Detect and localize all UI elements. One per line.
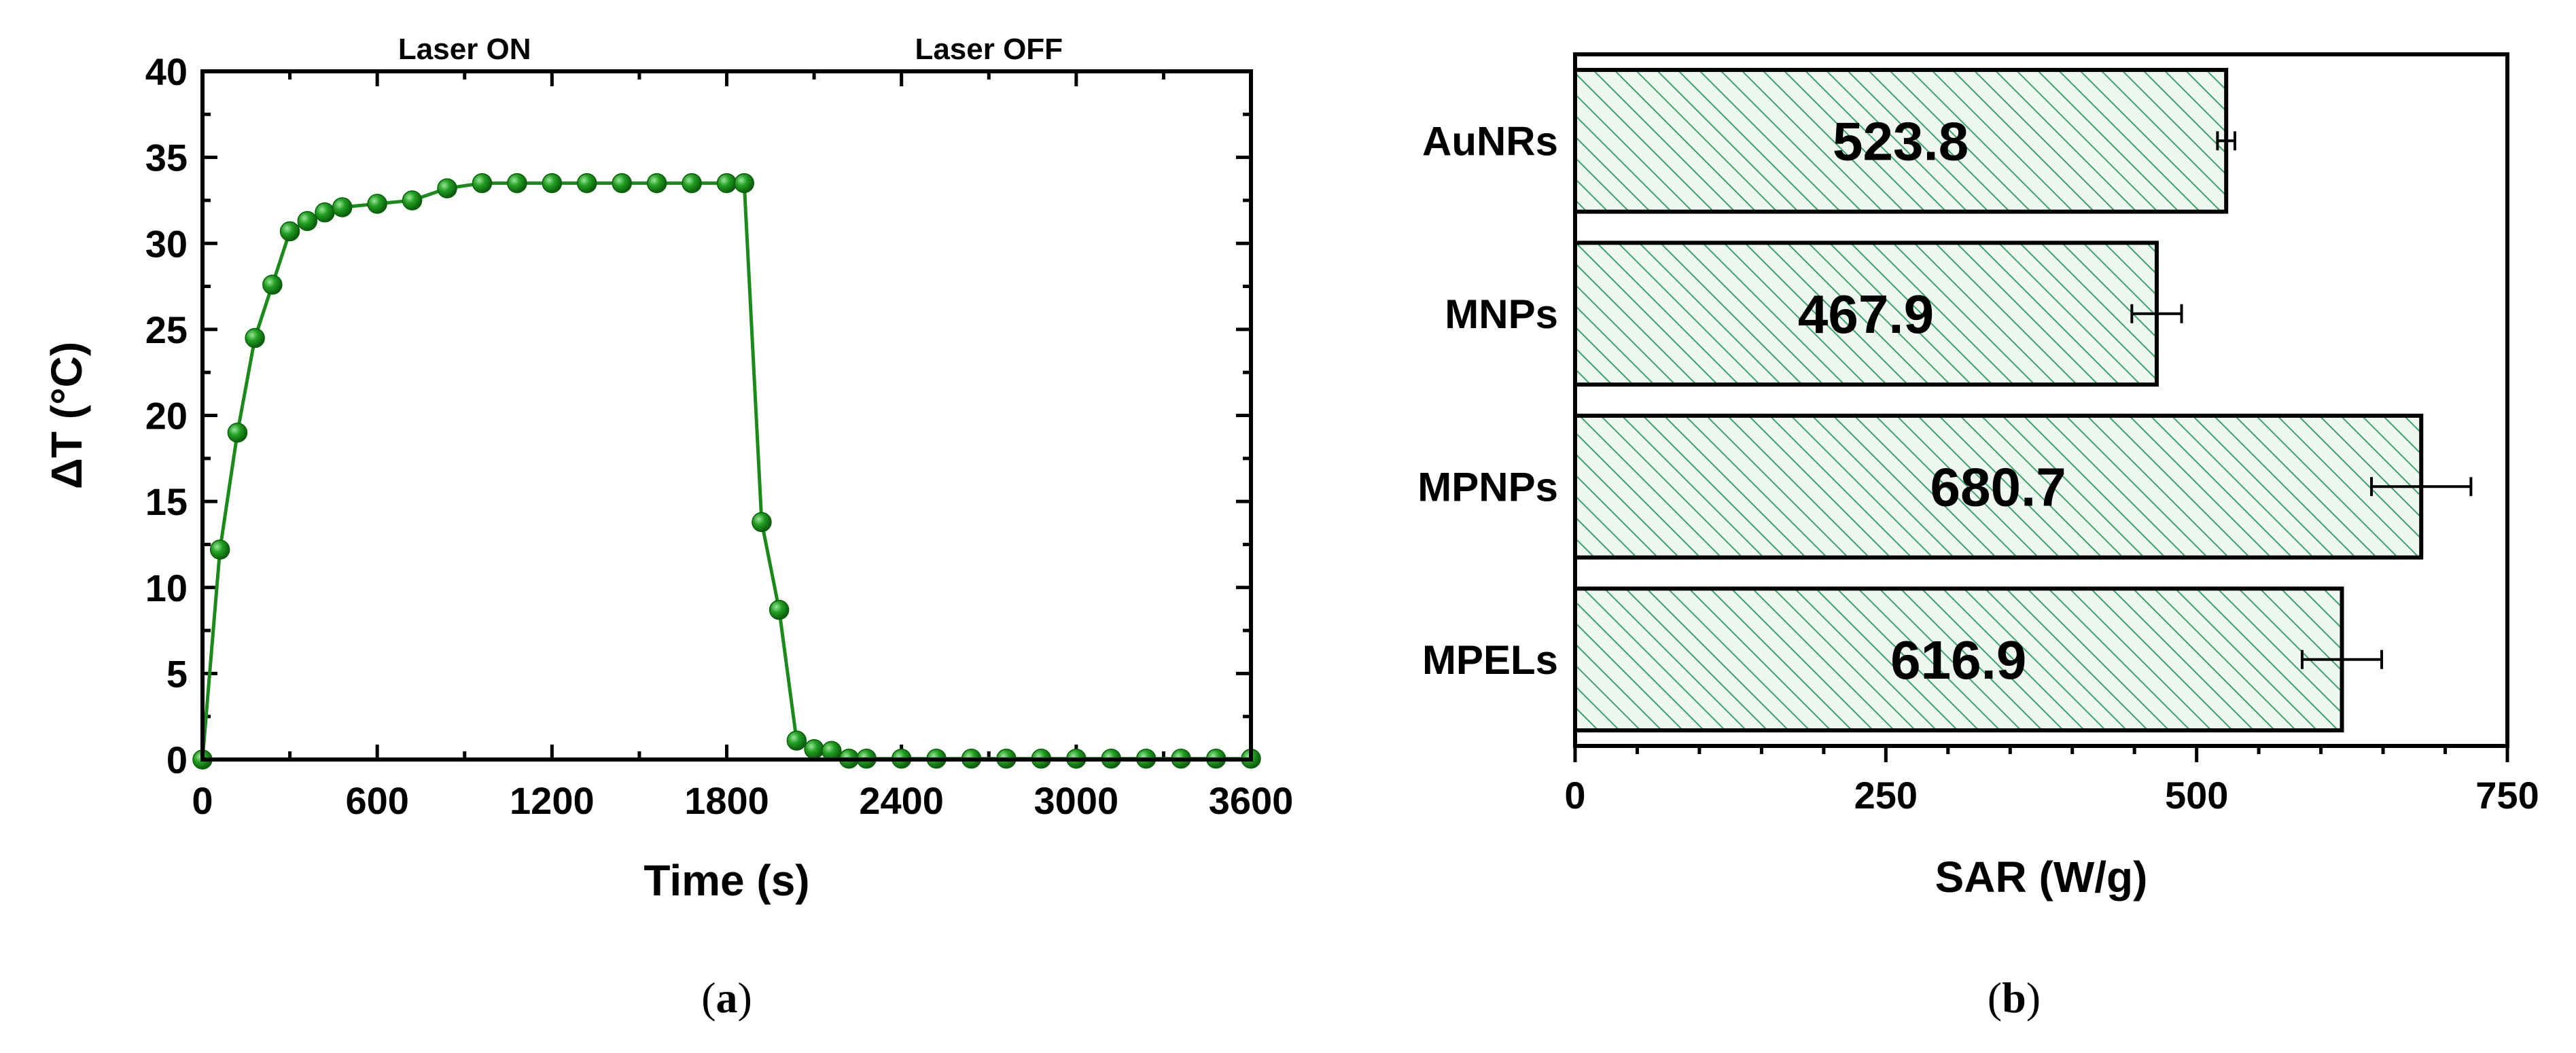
- y-tick-label: 10: [145, 567, 188, 609]
- x-tick-label: 1200: [510, 779, 595, 822]
- data-point: [612, 173, 632, 194]
- panel-a-x-axis-title: Time (s): [643, 856, 809, 905]
- data-point: [646, 173, 667, 194]
- panel-b-caption: (b): [1988, 974, 2041, 1022]
- x-tick-label: 2400: [859, 779, 944, 822]
- bar-value-label: 523.8: [1833, 111, 1969, 171]
- y-tick-label: 30: [145, 222, 188, 265]
- data-point: [402, 190, 423, 211]
- data-point: [472, 173, 493, 194]
- data-point: [279, 221, 300, 242]
- panel-a-close-paren: ): [738, 974, 752, 1022]
- panel-a-letter: a: [716, 974, 738, 1022]
- data-point: [734, 173, 754, 194]
- panel-a-line-chart: 0 600 1200 1800 2400 3000 3600 0 5 10 15 20 25 30 35 40…: [42, 33, 1293, 1022]
- x-tick-label: 600: [345, 779, 408, 822]
- data-point: [437, 178, 457, 198]
- bar: [1573, 413, 2424, 560]
- y-tick-label: 5: [166, 652, 188, 695]
- data-point: [227, 423, 248, 443]
- bar-value-label: 680.7: [1930, 457, 2066, 517]
- x-tick-label: 500: [2165, 774, 2228, 817]
- data-point: [209, 539, 230, 560]
- y-tick-label: 40: [145, 50, 188, 93]
- data-point: [577, 173, 597, 194]
- panel-b-plot-frame: [1573, 52, 2509, 748]
- y-tick-label: 0: [166, 738, 188, 781]
- panel-a-series: [192, 173, 1261, 770]
- category-label: AuNRs: [1422, 118, 1558, 164]
- category-label: MPELs: [1422, 637, 1558, 683]
- data-point: [297, 211, 318, 232]
- panel-b-letter: b: [2002, 974, 2026, 1022]
- x-tick-label: 3600: [1209, 779, 1294, 822]
- data-point: [682, 173, 702, 194]
- data-point: [245, 327, 265, 349]
- x-tick-label: 1800: [684, 779, 769, 822]
- bar-value-label: 467.9: [1798, 284, 1934, 344]
- bar-value-label: 616.9: [1890, 630, 2026, 690]
- y-tick-label: 15: [145, 480, 188, 523]
- y-tick-label: 25: [145, 308, 188, 351]
- panel-a-open-paren: (: [701, 974, 716, 1022]
- data-point: [262, 274, 283, 295]
- x-tick-label: 0: [192, 779, 213, 822]
- category-label: MPNPs: [1417, 464, 1558, 510]
- panel-a-axis-ticks: 0 600 1200 1800 2400 3000 3600 0 5 10 15 20 25 30 35 40: [145, 50, 1294, 822]
- data-point: [332, 197, 353, 217]
- panel-a-plot-frame: [200, 69, 1253, 762]
- panel-b-x-axis-title: SAR (W/g): [1935, 853, 2148, 902]
- data-point: [752, 512, 772, 533]
- panel-a-y-axis-title: ΔT (°C): [42, 342, 91, 489]
- data-point: [716, 173, 737, 194]
- annotation-laser-off: Laser OFF: [915, 33, 1063, 66]
- data-point: [769, 599, 790, 620]
- x-tick-label: 3000: [1034, 779, 1119, 822]
- y-tick-label: 35: [145, 137, 188, 179]
- x-tick-label: 250: [1854, 774, 1918, 817]
- panel-b-bars: 523.8 AuNRs 467.9 MNPs 680.7 MPNPs 616.9 MPELs: [1417, 67, 2473, 733]
- x-tick-label: 750: [2475, 774, 2539, 817]
- category-label: MNPs: [1445, 291, 1558, 337]
- y-tick-label: 20: [145, 395, 188, 438]
- annotation-laser-on: Laser ON: [398, 33, 531, 66]
- panel-b-close-paren: ): [2026, 974, 2041, 1022]
- panel-b-open-paren: (: [1988, 974, 2002, 1022]
- series-line: [200, 181, 1251, 761]
- data-point: [367, 194, 387, 214]
- data-point: [786, 730, 807, 751]
- panel-b-bar-chart: 523.8AuNRs467.9MNPs680.7MPNPs616.9MPELs …: [1417, 52, 2539, 1022]
- panel-b-axis-ticks: 0 250 500 750: [1564, 746, 2539, 817]
- data-point: [542, 173, 563, 194]
- data-point: [804, 739, 824, 760]
- data-point: [507, 173, 527, 194]
- data-point: [315, 202, 335, 223]
- panel-a-caption: (a): [701, 974, 752, 1022]
- x-tick-label: 0: [1564, 774, 1585, 817]
